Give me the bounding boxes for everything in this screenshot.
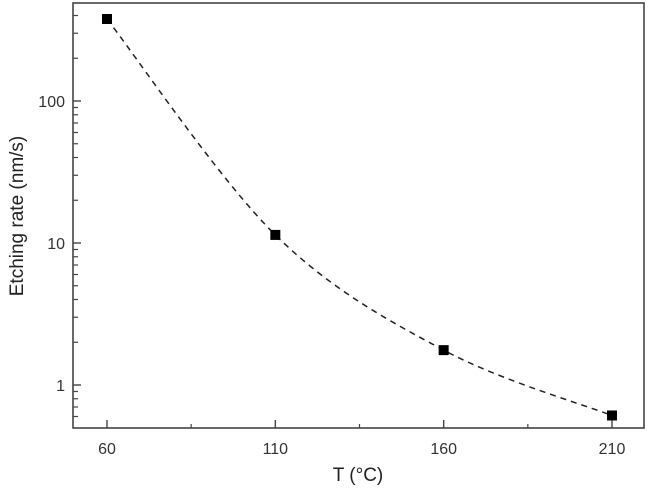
x-tick-label: 160 — [430, 441, 457, 458]
x-axis-label: T (°C) — [333, 465, 384, 486]
data-point-marker — [102, 13, 112, 24]
y-tick-label: 100 — [38, 94, 65, 111]
y-tick-label: 1 — [56, 378, 65, 395]
x-tick-label: 60 — [98, 441, 116, 458]
y-tick-label: 10 — [47, 236, 65, 253]
data-point-marker — [607, 410, 617, 421]
x-tick-label: 110 — [263, 441, 289, 458]
data-point-marker — [438, 345, 449, 356]
fit-curve — [106, 18, 613, 417]
plot-frame — [72, 2, 645, 429]
data-point-marker — [270, 229, 281, 240]
y-axis-label: Etching rate (nm/s) — [7, 136, 28, 297]
x-tick-label: 210 — [599, 441, 626, 458]
